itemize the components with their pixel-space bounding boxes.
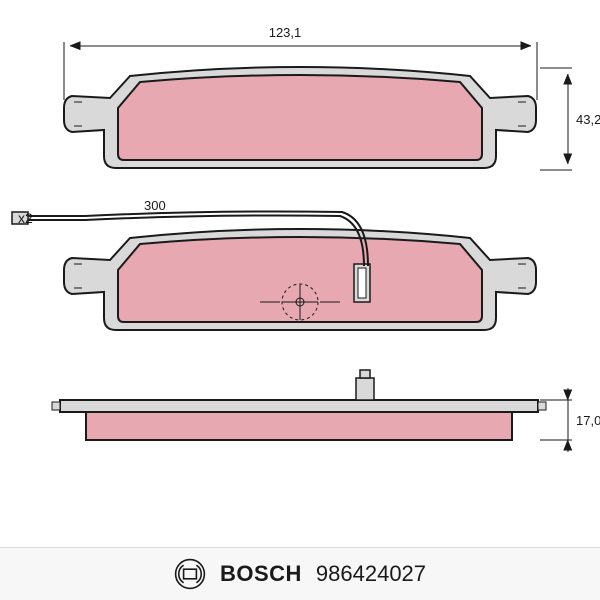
bosch-logo-icon: [174, 558, 206, 590]
brake-pad-top-view: [64, 67, 536, 168]
height-label: 43,2: [576, 112, 600, 127]
brand-label: BOSCH: [220, 561, 302, 587]
part-number-label: 986424027: [316, 561, 426, 587]
brake-pad-with-sensor: [12, 212, 536, 331]
width-label: 123,1: [269, 25, 302, 40]
thickness-label: 17,0: [576, 413, 600, 428]
brake-pad-svg: [0, 0, 600, 540]
sensor-qty-label: x2: [18, 210, 33, 226]
brake-pad-side-view: [52, 370, 546, 440]
height-dimension: [540, 68, 572, 170]
thickness-dimension: [540, 388, 572, 452]
footer-bar: BOSCH 986424027: [0, 547, 600, 600]
technical-drawing-canvas: 123,1 43,2 17,0 300 x2: [0, 0, 600, 600]
sensor-wire-label: 300: [144, 198, 166, 213]
